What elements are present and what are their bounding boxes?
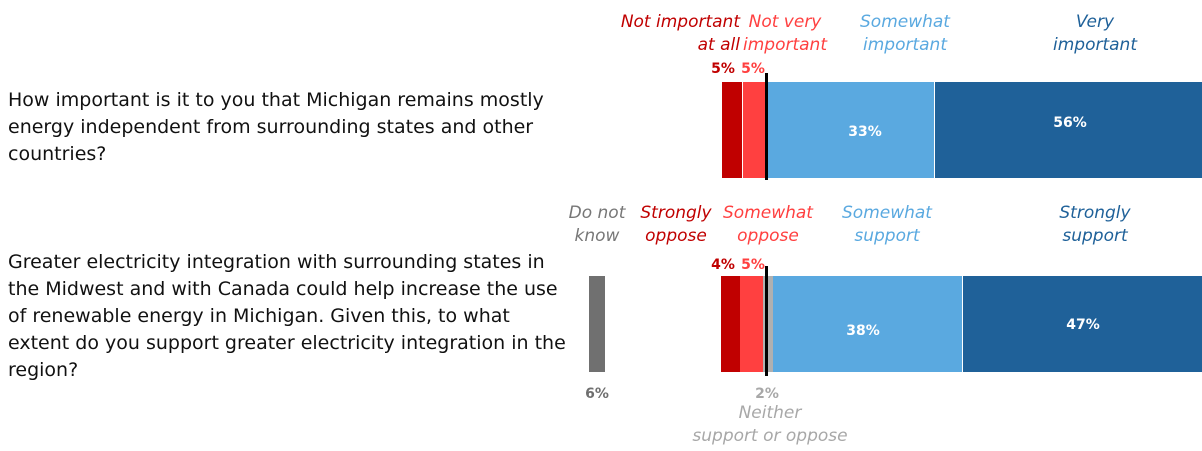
header-not-important-at-all-line1: Not important (620, 12, 740, 32)
header-not-very-important: Not very important (735, 11, 835, 57)
bar-2-neither (763, 276, 773, 372)
bar-2-somewhat-support (773, 276, 962, 372)
bar-1-midline (765, 73, 768, 180)
label-2-strongly-oppose: 4% (711, 257, 735, 273)
header-very-important-line2: important (1053, 35, 1137, 55)
header-somewhat-important: Somewhat important (840, 11, 970, 57)
header-somewhat-support-line2: support (854, 226, 920, 246)
header-very-important-line1: Very (1075, 12, 1115, 32)
label-2-somewhat-oppose: 5% (741, 257, 765, 273)
header-somewhat-oppose-line1: Somewhat (723, 203, 813, 223)
label-2-somewhat-support: 38% (846, 323, 880, 339)
label-2-do-not-know: 6% (585, 386, 609, 402)
header-not-important-at-all-line2: at all (697, 35, 740, 55)
question-2-text: Greater electricity integration with sur… (8, 251, 566, 381)
header-somewhat-oppose-line2: oppose (737, 226, 799, 246)
header-somewhat-important-line1: Somewhat (860, 12, 950, 32)
header-somewhat-support: Somewhat support (830, 202, 944, 248)
header-strongly-support: Strongly support (1040, 202, 1150, 248)
header-not-important-at-all: Not important at all (608, 11, 740, 57)
header-do-not-know: Do not know (561, 202, 633, 248)
bar-1-somewhat-important (766, 82, 934, 178)
label-1-not-very-important: 5% (741, 61, 765, 77)
header-somewhat-support-line1: Somewhat (842, 203, 932, 223)
bar-1-not-important-at-all (722, 82, 742, 178)
bar-1-not-very-important (743, 82, 766, 178)
header-not-very-important-line2: important (743, 35, 827, 55)
header-somewhat-important-line2: important (863, 35, 947, 55)
header-strongly-oppose-line1: Strongly (640, 203, 712, 223)
bar-2-somewhat-oppose (740, 276, 763, 372)
bar-2-do-not-know (589, 276, 605, 372)
header-somewhat-oppose: Somewhat oppose (715, 202, 821, 248)
bar-2-midline (765, 266, 768, 376)
header-strongly-support-line2: support (1062, 226, 1128, 246)
bar-2-strongly-support (963, 276, 1202, 372)
label-2-neither: 2% (755, 386, 779, 402)
header-neither-support-or-oppose: Neither support or oppose (670, 402, 870, 448)
header-do-not-know-line1: Do not (568, 203, 626, 223)
header-strongly-support-line1: Strongly (1059, 203, 1131, 223)
header-not-very-important-line1: Not very (748, 12, 822, 32)
header-do-not-know-line2: know (574, 226, 620, 246)
label-1-not-important-at-all: 5% (711, 61, 735, 77)
header-strongly-oppose-line2: oppose (645, 226, 707, 246)
header-neither-line2: support or oppose (692, 426, 848, 446)
header-very-important: Very important (1035, 11, 1155, 57)
label-1-somewhat-important: 33% (848, 124, 882, 140)
question-1-text: How important is it to you that Michigan… (8, 89, 544, 165)
bar-2-strongly-oppose (721, 276, 740, 372)
label-1-very-important: 56% (1053, 115, 1087, 131)
label-2-strongly-support: 47% (1066, 317, 1100, 333)
header-strongly-oppose: Strongly oppose (632, 202, 720, 248)
header-neither-line1: Neither (738, 403, 802, 423)
bar-1-very-important (935, 82, 1202, 178)
